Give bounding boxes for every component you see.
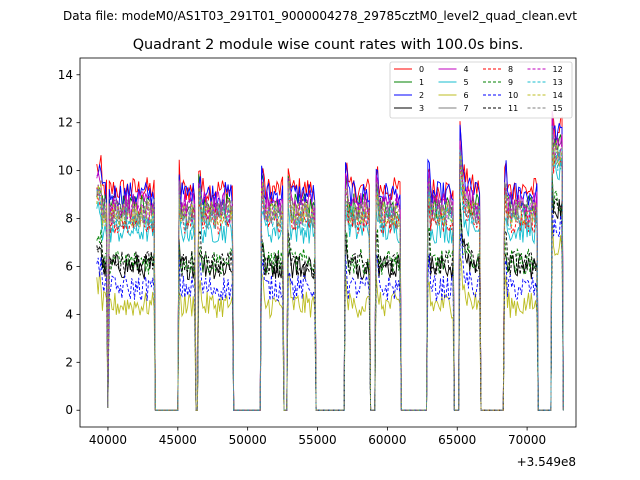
series-line-4 (96, 110, 564, 411)
y-tick-label: 6 (65, 259, 73, 273)
series-line-15 (96, 127, 564, 411)
legend-label-12: 12 (553, 65, 563, 74)
x-tick-label: 60000 (368, 433, 406, 447)
y-tick-label: 4 (65, 307, 73, 321)
legend-label-13: 13 (553, 78, 563, 87)
plot-frame (79, 57, 577, 428)
series-line-1 (96, 129, 564, 411)
y-tick-label: 12 (58, 116, 73, 130)
legend-label-11: 11 (508, 104, 518, 113)
legend-label-5: 5 (464, 78, 469, 87)
y-tick-label: 8 (65, 212, 73, 226)
legend-label-14: 14 (553, 91, 563, 100)
x-tick-label: 65000 (438, 433, 476, 447)
series-line-5 (96, 147, 564, 411)
legend-label-10: 10 (508, 91, 518, 100)
series-line-6 (96, 214, 564, 411)
series-line-10 (96, 194, 564, 411)
y-tick-label: 0 (65, 403, 73, 417)
series-line-11 (96, 193, 564, 411)
series-layer (96, 110, 564, 411)
series-line-12 (96, 127, 564, 411)
legend-label-3: 3 (419, 104, 424, 113)
legend-label-0: 0 (419, 65, 424, 74)
legend-label-4: 4 (464, 65, 469, 74)
legend-label-8: 8 (508, 65, 513, 74)
y-tick-label: 2 (65, 355, 73, 369)
series-line-8 (96, 145, 564, 411)
chart-title: Quadrant 2 module wise count rates with … (133, 37, 524, 53)
legend-label-9: 9 (508, 78, 513, 87)
legend-label-7: 7 (464, 104, 469, 113)
legend-label-1: 1 (419, 78, 424, 87)
x-tick-label: 45000 (159, 433, 197, 447)
series-line-3 (96, 173, 564, 411)
series-line-13 (96, 125, 564, 411)
x-tick-label: 40000 (89, 433, 127, 447)
y-axis: 0 2 4 6 8 10 12 14 (58, 68, 80, 417)
figure-suptitle: Data file: modeM0/AS1T03_291T01_90000042… (63, 9, 577, 23)
series-line-9 (96, 171, 564, 411)
y-tick-label: 10 (58, 164, 73, 178)
x-offset-label: +3.549e8 (517, 455, 576, 469)
x-tick-label: 50000 (229, 433, 267, 447)
series-line-0 (96, 110, 564, 411)
series-line-7 (96, 131, 564, 411)
legend-label-15: 15 (553, 104, 563, 113)
series-line-2 (96, 123, 564, 411)
legend-box (389, 61, 573, 119)
series-line-14 (96, 138, 564, 411)
legend-label-6: 6 (464, 91, 469, 100)
x-tick-label: 70000 (508, 433, 546, 447)
y-tick-label: 14 (58, 68, 73, 82)
x-axis: 40000 45000 50000 55000 60000 65000 70000 (89, 427, 546, 447)
x-tick-label: 55000 (298, 433, 336, 447)
legend-label-2: 2 (419, 91, 424, 100)
